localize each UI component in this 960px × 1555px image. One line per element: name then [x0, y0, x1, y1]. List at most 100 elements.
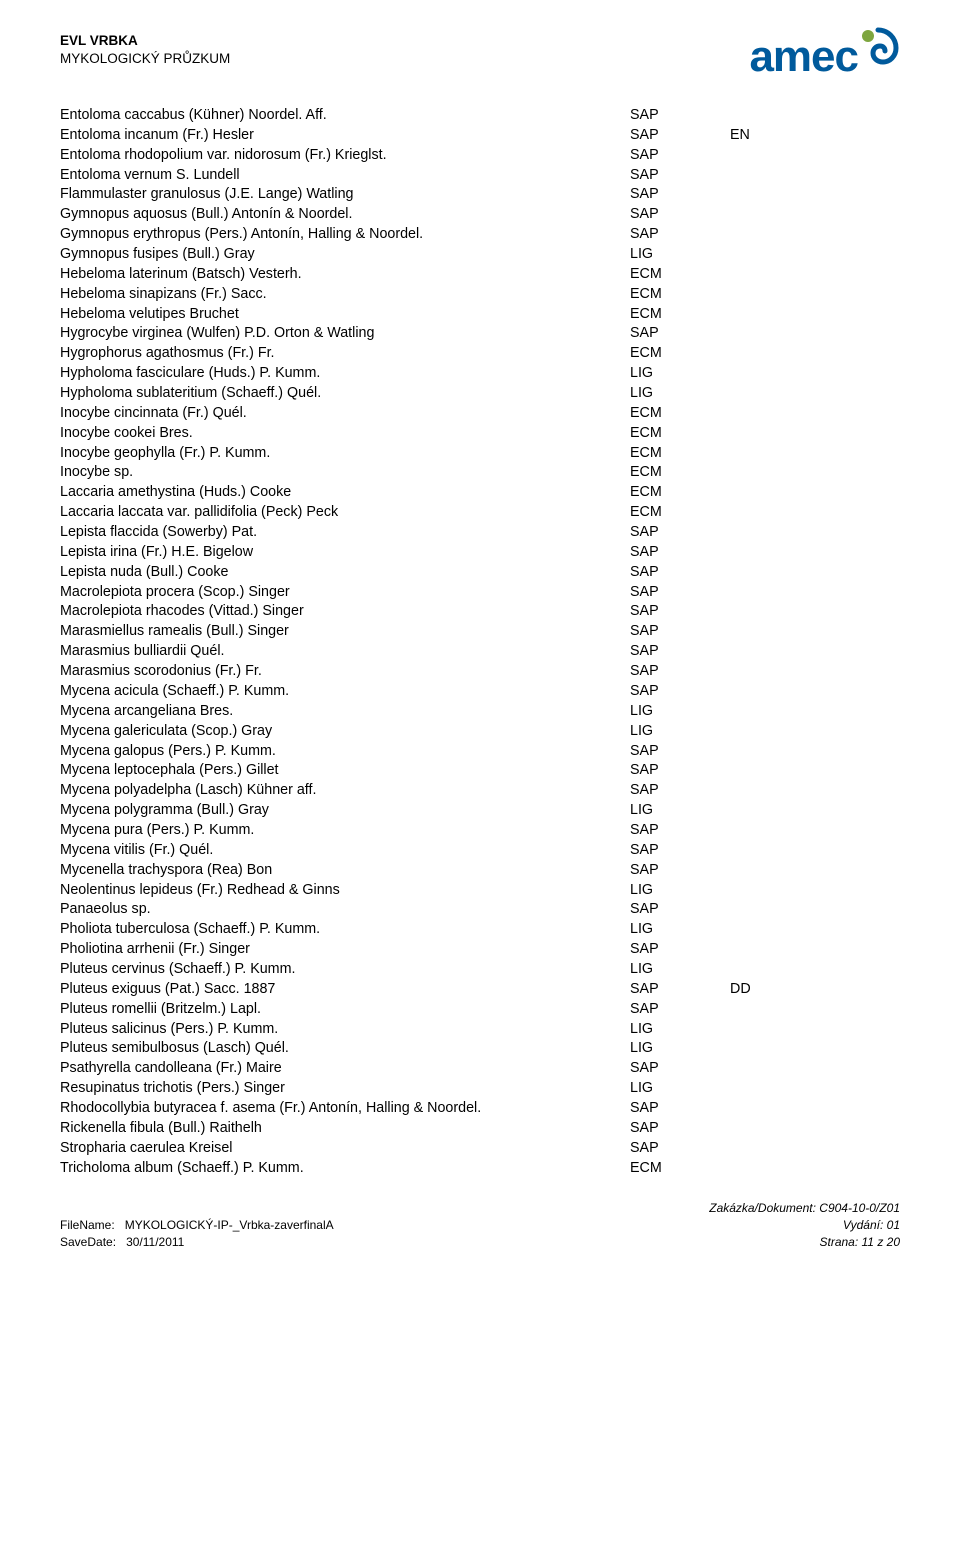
amec-logo: amec	[749, 32, 900, 82]
species-name: Hebeloma velutipes Bruchet	[60, 305, 630, 325]
table-row: Inocybe geophylla (Fr.) P. Kumm.ECM	[60, 444, 900, 464]
species-status	[730, 583, 800, 603]
species-status	[730, 225, 800, 245]
species-status	[730, 1119, 800, 1139]
table-row: Entoloma vernum S. LundellSAP	[60, 166, 900, 186]
table-row: Gymnopus fusipes (Bull.) GrayLIG	[60, 245, 900, 265]
species-status	[730, 602, 800, 622]
species-code: SAP	[630, 225, 730, 245]
table-row: Entoloma incanum (Fr.) HeslerSAPEN	[60, 126, 900, 146]
species-code: SAP	[630, 622, 730, 642]
species-name: Mycena arcangeliana Bres.	[60, 702, 630, 722]
species-code: SAP	[630, 166, 730, 186]
species-code: LIG	[630, 1020, 730, 1040]
species-code: SAP	[630, 1139, 730, 1159]
species-name: Marasmius bulliardii Quél.	[60, 642, 630, 662]
species-code: SAP	[630, 602, 730, 622]
species-status	[730, 344, 800, 364]
species-name: Gymnopus erythropus (Pers.) Antonín, Hal…	[60, 225, 630, 245]
species-status	[730, 881, 800, 901]
filename-value: MYKOLOGICKÝ-IP-_Vrbka-zaverfinalA	[125, 1218, 334, 1232]
species-code: SAP	[630, 821, 730, 841]
species-name: Macrolepiota procera (Scop.) Singer	[60, 583, 630, 603]
species-name: Inocybe cookei Bres.	[60, 424, 630, 444]
species-code: SAP	[630, 642, 730, 662]
species-name: Laccaria laccata var. pallidifolia (Peck…	[60, 503, 630, 523]
species-status	[730, 106, 800, 126]
table-row: Lepista flaccida (Sowerby) Pat.SAP	[60, 523, 900, 543]
species-code: ECM	[630, 285, 730, 305]
table-row: Mycena polygramma (Bull.) GrayLIG	[60, 801, 900, 821]
savedate-label: SaveDate:	[60, 1235, 116, 1249]
species-code: LIG	[630, 881, 730, 901]
species-name: Hebeloma laterinum (Batsch) Vesterh.	[60, 265, 630, 285]
logo-text: amec	[749, 32, 858, 82]
species-code: LIG	[630, 364, 730, 384]
species-code: SAP	[630, 1119, 730, 1139]
table-row: Inocybe cookei Bres.ECM	[60, 424, 900, 444]
species-code: SAP	[630, 543, 730, 563]
species-status	[730, 265, 800, 285]
species-name: Resupinatus trichotis (Pers.) Singer	[60, 1079, 630, 1099]
species-code: SAP	[630, 781, 730, 801]
table-row: Inocybe cincinnata (Fr.) Quél.ECM	[60, 404, 900, 424]
species-name: Gymnopus aquosus (Bull.) Antonín & Noord…	[60, 205, 630, 225]
species-table: Entoloma caccabus (Kühner) Noordel. Aff.…	[60, 106, 900, 1178]
species-code: SAP	[630, 841, 730, 861]
table-row: Flammulaster granulosus (J.E. Lange) Wat…	[60, 185, 900, 205]
species-name: Lepista irina (Fr.) H.E. Bigelow	[60, 543, 630, 563]
table-row: Mycena polyadelpha (Lasch) Kühner aff.SA…	[60, 781, 900, 801]
species-status	[730, 364, 800, 384]
species-code: SAP	[630, 1059, 730, 1079]
table-row: Hebeloma sinapizans (Fr.) Sacc.ECM	[60, 285, 900, 305]
species-code: SAP	[630, 205, 730, 225]
species-code: SAP	[630, 563, 730, 583]
species-code: ECM	[630, 404, 730, 424]
species-name: Hygrophorus agathosmus (Fr.) Fr.	[60, 344, 630, 364]
table-row: Mycena vitilis (Fr.) Quél.SAP	[60, 841, 900, 861]
table-row: Lepista nuda (Bull.) CookeSAP	[60, 563, 900, 583]
species-status	[730, 146, 800, 166]
species-name: Mycena galopus (Pers.) P. Kumm.	[60, 742, 630, 762]
species-code: ECM	[630, 305, 730, 325]
species-name: Laccaria amethystina (Huds.) Cooke	[60, 483, 630, 503]
table-row: Pluteus salicinus (Pers.) P. Kumm.LIG	[60, 1020, 900, 1040]
table-row: Gymnopus aquosus (Bull.) Antonín & Noord…	[60, 205, 900, 225]
species-name: Panaeolus sp.	[60, 900, 630, 920]
species-status	[730, 841, 800, 861]
species-status	[730, 463, 800, 483]
table-row: Resupinatus trichotis (Pers.) SingerLIG	[60, 1079, 900, 1099]
species-name: Tricholoma album (Schaeff.) P. Kumm.	[60, 1159, 630, 1179]
species-status	[730, 861, 800, 881]
table-row: Hypholoma sublateritium (Schaeff.) Quél.…	[60, 384, 900, 404]
table-row: Pholiota tuberculosa (Schaeff.) P. Kumm.…	[60, 920, 900, 940]
species-name: Inocybe sp.	[60, 463, 630, 483]
species-name: Pluteus semibulbosus (Lasch) Quél.	[60, 1039, 630, 1059]
species-name: Rhodocollybia butyracea f. asema (Fr.) A…	[60, 1099, 630, 1119]
table-row: Rhodocollybia butyracea f. asema (Fr.) A…	[60, 1099, 900, 1119]
species-status	[730, 444, 800, 464]
species-name: Marasmius scorodonius (Fr.) Fr.	[60, 662, 630, 682]
species-status	[730, 563, 800, 583]
species-status	[730, 305, 800, 325]
edition: Vydání: 01	[709, 1217, 900, 1234]
species-name: Macrolepiota rhacodes (Vittad.) Singer	[60, 602, 630, 622]
species-status	[730, 781, 800, 801]
table-row: Pluteus exiguus (Pat.) Sacc. 1887SAPDD	[60, 980, 900, 1000]
page-header: EVL VRBKA MYKOLOGICKÝ PRŮZKUM amec	[60, 32, 900, 82]
species-name: Marasmiellus ramealis (Bull.) Singer	[60, 622, 630, 642]
table-row: Pluteus semibulbosus (Lasch) Quél.LIG	[60, 1039, 900, 1059]
page-number: Strana: 11 z 20	[709, 1234, 900, 1251]
species-status	[730, 1139, 800, 1159]
species-code: LIG	[630, 384, 730, 404]
species-status	[730, 642, 800, 662]
species-name: Hebeloma sinapizans (Fr.) Sacc.	[60, 285, 630, 305]
species-code: ECM	[630, 1159, 730, 1179]
species-status	[730, 900, 800, 920]
footer-left: FileName: MYKOLOGICKÝ-IP-_Vrbka-zaverfin…	[60, 1217, 334, 1251]
species-name: Pluteus cervinus (Schaeff.) P. Kumm.	[60, 960, 630, 980]
table-row: Macrolepiota rhacodes (Vittad.) SingerSA…	[60, 602, 900, 622]
species-name: Mycena polyadelpha (Lasch) Kühner aff.	[60, 781, 630, 801]
header-left: EVL VRBKA MYKOLOGICKÝ PRŮZKUM	[60, 32, 230, 68]
species-name: Mycena polygramma (Bull.) Gray	[60, 801, 630, 821]
